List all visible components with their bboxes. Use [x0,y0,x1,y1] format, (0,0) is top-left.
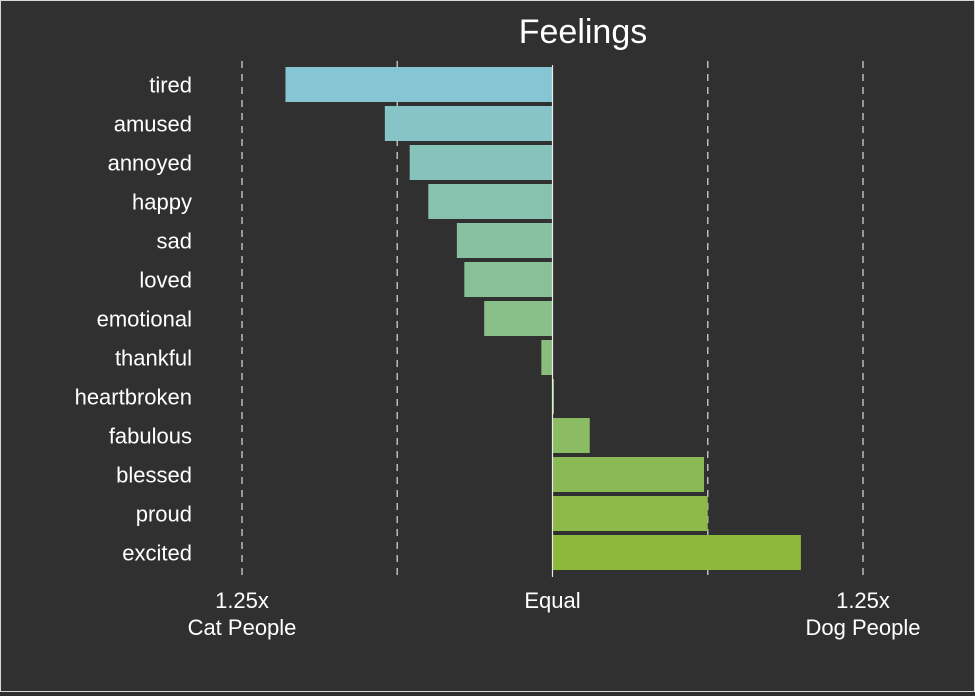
category-label: loved [139,268,192,293]
chart-title: Feelings [519,13,648,51]
grid-lines [241,61,864,577]
category-label: amused [114,112,192,137]
bar-proud [552,496,708,531]
bar-amused [384,106,553,141]
bar-blessed [552,457,705,492]
x-tick-label: 1.25x [215,588,269,613]
category-label: fabulous [109,424,192,449]
category-label: proud [136,502,192,527]
bar-happy [428,184,553,219]
category-label: emotional [97,307,192,332]
category-label: thankful [115,346,192,371]
bar-fabulous [552,418,590,453]
x-tick-sublabel: Dog People [806,615,921,640]
category-label: annoyed [108,151,192,176]
bar-heartbroken [552,379,554,414]
x-tick-label: Equal [524,588,580,613]
bars [285,65,801,577]
bar-tired [285,67,553,102]
bar-emotional [484,301,553,336]
category-label: blessed [116,463,192,488]
x-tick-label: 1.25x [836,588,890,613]
category-label: sad [157,229,192,254]
x-tick-sublabel: Cat People [188,615,297,640]
category-label: heartbroken [75,385,192,410]
bar-annoyed [409,145,553,180]
bar-sad [456,223,553,258]
bar-loved [464,262,553,297]
bar-thankful [541,340,553,375]
bar-excited [552,535,801,570]
category-label: tired [149,73,192,98]
category-label: happy [132,190,192,215]
category-label: excited [122,541,192,566]
category-labels: tired amused annoyed happy sad loved emotional… [75,73,192,566]
